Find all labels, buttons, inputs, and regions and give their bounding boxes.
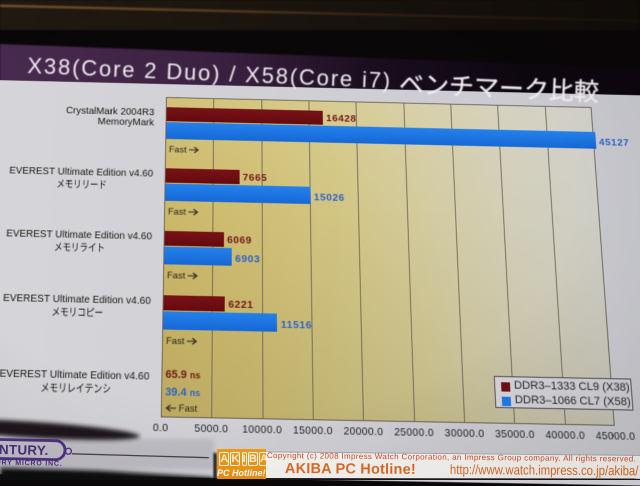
svg-text:URY MICRO INC.: URY MICRO INC.	[0, 459, 63, 467]
svg-text:NTURY.: NTURY.	[0, 442, 49, 458]
